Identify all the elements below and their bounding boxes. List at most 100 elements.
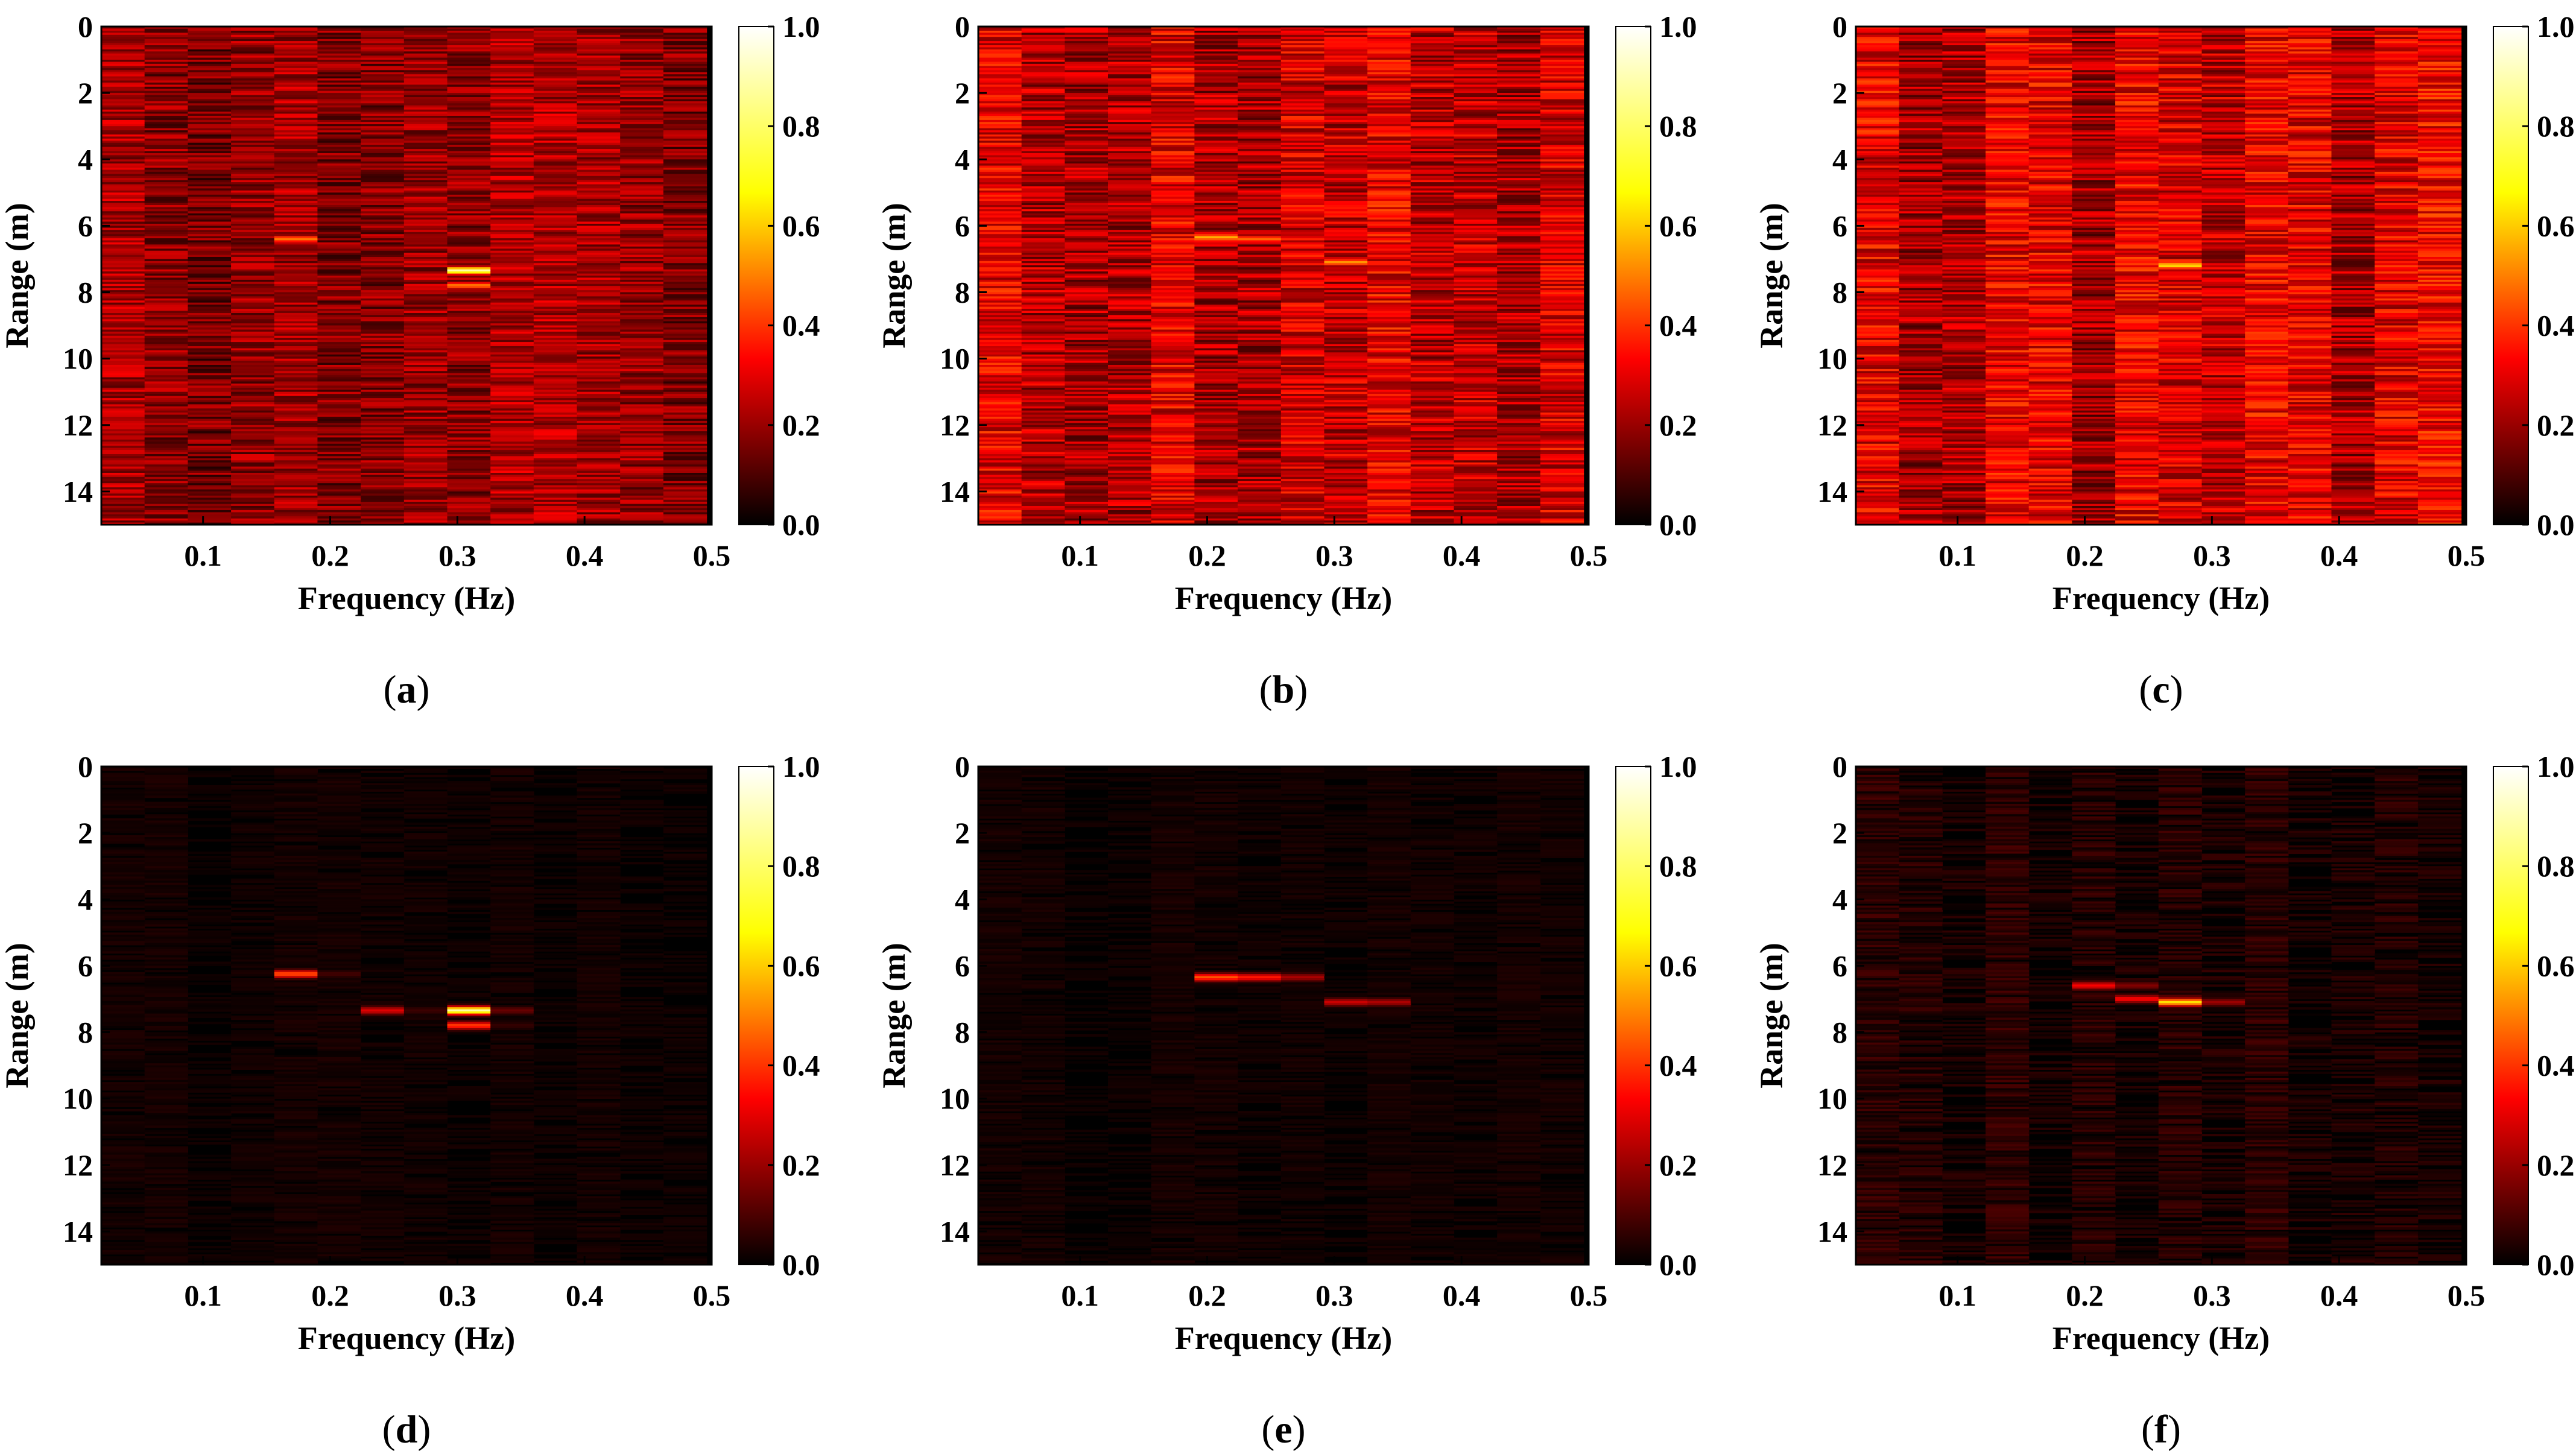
heatmap-cell [188,126,232,129]
heatmap-cell [274,313,318,315]
heatmap-cell [144,298,188,301]
heatmap-cell [490,514,534,517]
heatmap-cell [403,493,448,496]
heatmap-cell [620,242,664,245]
heatmap-cell [490,244,534,247]
heatmap-cell [101,315,145,318]
heatmap-cell [533,502,578,505]
heatmap-cell [144,283,188,286]
heatmap-cell [188,487,232,490]
heatmap-cell [1238,153,1282,156]
heatmap-cell [447,86,491,89]
heatmap-cell [1065,476,1109,479]
heatmap-cell [188,184,232,187]
heatmap-cell [361,288,405,291]
heatmap-cell [978,296,1022,299]
x-tick-label: 0.1 [184,539,222,572]
heatmap-cell [317,450,361,453]
heatmap-cell [533,227,578,230]
heatmap-cell [577,33,621,36]
heatmap-cell [447,161,491,164]
heatmap-cell [1065,271,1109,274]
heatmap-cell [663,302,707,305]
heatmap-cell [231,124,275,127]
heatmap-cell [188,371,232,374]
heatmap-cell [101,408,145,411]
heatmap-cell [577,72,621,75]
heatmap-cell [144,368,188,371]
heatmap-cell [490,302,534,305]
heatmap-cell [620,475,664,478]
heatmap-cell [1108,119,1152,122]
heatmap-cell [188,82,232,85]
heatmap-cell [1194,28,1238,31]
heatmap-cell [188,504,232,507]
heatmap-cell [577,384,621,386]
heatmap-cell [663,323,707,326]
heatmap-cell [1065,269,1109,272]
heatmap-cell [361,419,405,422]
heatmap-cell [144,279,188,282]
heatmap-cell [1065,425,1109,428]
heatmap-cell [1151,142,1195,145]
heatmap-cell [1021,346,1065,349]
heatmap-cell [533,97,578,100]
heatmap-cell [620,238,664,241]
heatmap-cell [620,340,664,343]
heatmap-cell [1065,487,1109,490]
heatmap-cell [577,234,621,237]
heatmap-cell [274,261,318,264]
heatmap-cell [101,122,145,125]
heatmap-cell [978,174,1022,177]
heatmap-cell [361,454,405,457]
heatmap-cell [144,198,188,201]
heatmap-cell [620,384,664,386]
heatmap-cell [403,171,448,174]
heatmap-cell [1194,516,1238,519]
heatmap-cell [317,479,361,482]
heatmap-cell [978,373,1022,376]
heatmap-cell [1151,271,1195,274]
heatmap-cell [490,368,534,371]
heatmap-cell [1021,147,1065,150]
heatmap-cell [978,250,1022,253]
heatmap-cell [577,277,621,280]
heatmap-cell [447,226,491,229]
heatmap-cell [188,62,232,65]
heatmap-cell [274,406,318,409]
heatmap-cell [490,371,534,374]
heatmap-cell [620,250,664,253]
heatmap-cell [663,116,707,118]
heatmap-cell [490,236,534,239]
heatmap-cell [663,371,707,374]
heatmap-cell [1065,45,1109,48]
heatmap-cell [620,402,664,405]
heatmap-cell [1065,391,1109,394]
heatmap-cell [490,126,534,129]
heatmap-cell [231,346,275,349]
heatmap-cell [663,138,707,141]
heatmap-cell [1108,367,1152,370]
heatmap-cell [533,37,578,40]
heatmap-cell [1021,257,1065,259]
heatmap-cell [1194,37,1238,40]
heatmap-cell [1021,414,1065,417]
heatmap-cell [1065,362,1109,365]
heatmap-cell [577,259,621,262]
heatmap-cell [361,271,405,274]
heatmap-cell [447,313,491,315]
heatmap-cell [577,136,621,139]
heatmap-cell [274,429,318,432]
heatmap-cell [577,230,621,233]
heatmap-cell [403,273,448,276]
heatmap-cell [577,377,621,380]
heatmap-cell [317,306,361,309]
heatmap-cell [577,240,621,243]
heatmap-cell [533,420,578,423]
heatmap-cell [978,142,1022,145]
heatmap-cell [663,450,707,453]
heatmap-cell [447,257,491,259]
heatmap-cell [1065,305,1109,308]
heatmap-cell [1021,365,1065,367]
heatmap-cell [978,390,1022,393]
